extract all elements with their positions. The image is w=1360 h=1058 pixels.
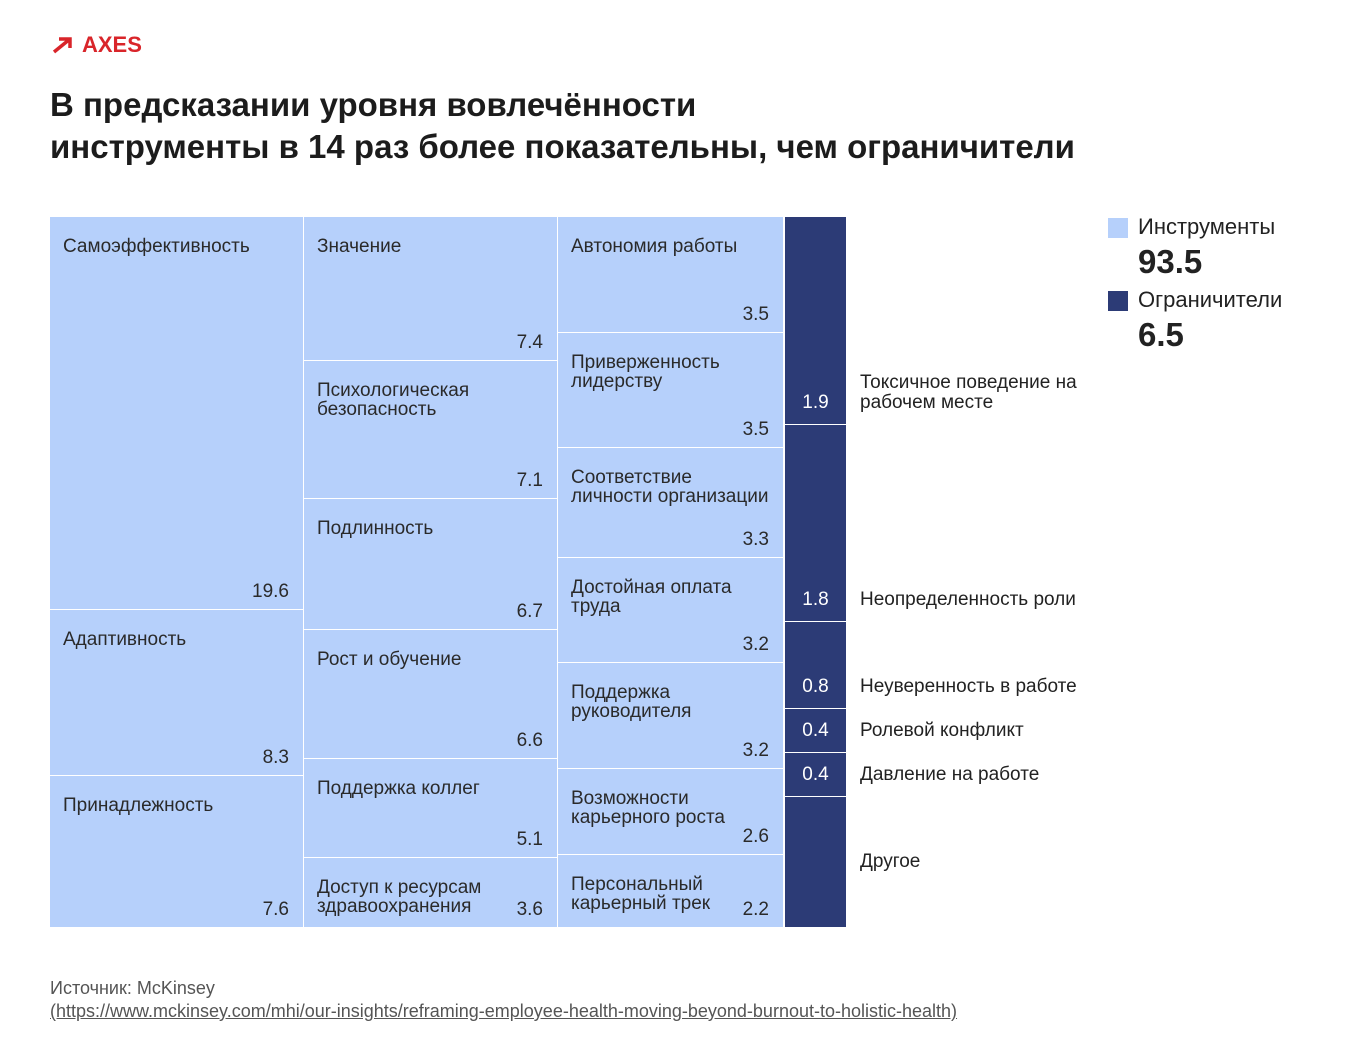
cell-label: Значение [317,236,402,257]
cell-label: Подлинность [317,518,434,540]
cell-value: 8.3 [262,746,289,768]
legend-name: Ограничители [1138,287,1283,312]
instrument-cell: Подлинность 6.7 [304,499,557,629]
limiter-cell: 0.4 [785,709,846,752]
limiter-cell: 1.8 [785,424,846,621]
cell-value: 7.6 [262,898,289,920]
instrument-cell: Значение 7.4 [304,217,557,361]
limiter-label: Токсичное поведение на рабочем месте [860,371,1077,413]
limiter-label: Ролевой конфликт [860,719,1024,741]
chart-title: инструменты в 14 раз более показательны,… [50,128,1075,165]
instrument-cell: Рост и обучение 6.6 [304,629,557,758]
limiter-cell: 0.8 [785,621,846,709]
chart-title: В предсказании уровня вовлечённости [50,86,697,123]
legend-total: 6.5 [1138,316,1184,353]
legend-total: 93.5 [1138,243,1203,280]
limiter-label: Неуверенность в работе [860,676,1077,698]
cell-value: 7.1 [516,470,543,492]
instrument-cell: Психологическая безопасность 7.1 [304,361,557,499]
instrument-cell: Поддержка коллег 5.1 [304,758,557,857]
cell-label: Достойная оплата труда [571,576,732,617]
cell-label: Адаптивность [63,628,187,650]
cell-value: 19.6 [252,580,289,602]
cell-value: 6.6 [516,729,543,751]
instrument-cell: Автономия работы 3.5 [558,217,783,332]
cell-label: Доступ к ресурсам здравоохранения [317,876,482,917]
cell-label: Поддержка руководителя [571,682,692,723]
limiter-label: Другое [860,851,921,873]
cell-value: 2.6 [742,826,769,848]
cell-value: 0.8 [802,676,829,698]
limiter-cell [785,796,846,927]
instrument-cell: Возможности карьерного роста 2.6 [558,769,783,855]
cell-value: 7.4 [516,332,543,354]
brand-name: AXES [82,32,142,57]
cell-value: 3.5 [742,419,769,441]
legend-swatch [1108,218,1128,238]
cell-label: Соответствие личности организации [571,467,769,508]
cell-label: Персональный карьерный трек [571,874,711,915]
source: Источник: McKinsey (https://www.mckinsey… [50,977,957,1023]
cell-label: Психологическая безопасность [317,380,470,421]
cell-label: Самоэффективность [63,236,250,257]
instrument-cell: Приверженность лидерству 3.5 [558,332,783,448]
instrument-cell: Соответствие личности организации 3.3 [558,448,783,557]
cell-label: Возможности карьерного роста [571,788,726,829]
limiter-label: Давление на работе [860,763,1040,785]
cell-label: Приверженность лидерству [571,351,720,392]
cell-value: 3.2 [742,740,769,762]
cell-value: 0.4 [802,763,829,785]
limiter-cell: 1.9 [785,217,846,424]
source-link[interactable]: (https://www.mckinsey.com/mhi/our-insigh… [50,1001,958,1021]
instrument-cell: Принадлежность 7.6 [50,775,303,927]
cell-value: 3.2 [742,634,769,656]
cell-label: Поддержка коллег [317,777,480,799]
legend-swatch [1108,291,1128,311]
cell-value: 2.2 [742,898,769,920]
cell-value: 6.7 [516,600,543,622]
source-text: Источник: McKinsey [50,978,215,998]
instrument-cell: Адаптивность 8.3 [50,609,303,775]
brand-icon [52,37,72,54]
cell-value: 1.8 [802,588,829,610]
cell-value: 5.1 [516,828,543,850]
brand: AXES [50,32,142,58]
legend-name: Инструменты [1138,214,1276,239]
instrument-cell: Поддержка руководителя 3.2 [558,663,783,769]
instrument-cell: Достойная оплата труда 3.2 [558,557,783,663]
cell-value: 3.5 [742,303,769,325]
cell-value: 3.6 [516,898,543,920]
cell-label: Автономия работы [571,236,738,257]
instrument-cell: Персональный карьерный трек 2.2 [558,855,783,927]
cell-value: 1.9 [802,391,829,413]
limiter-label: Неопределенность роли [860,588,1076,610]
limiter-cell: 0.4 [785,752,846,796]
cell-label: Рост и обучение [317,648,462,670]
cell-label: Принадлежность [63,794,214,816]
cell-value: 0.4 [802,719,829,741]
instrument-cell: Доступ к ресурсам здравоохранения 3.6 [304,857,557,927]
instrument-cell: Самоэффективность 19.6 [50,217,303,609]
cell-value: 3.3 [742,528,769,550]
